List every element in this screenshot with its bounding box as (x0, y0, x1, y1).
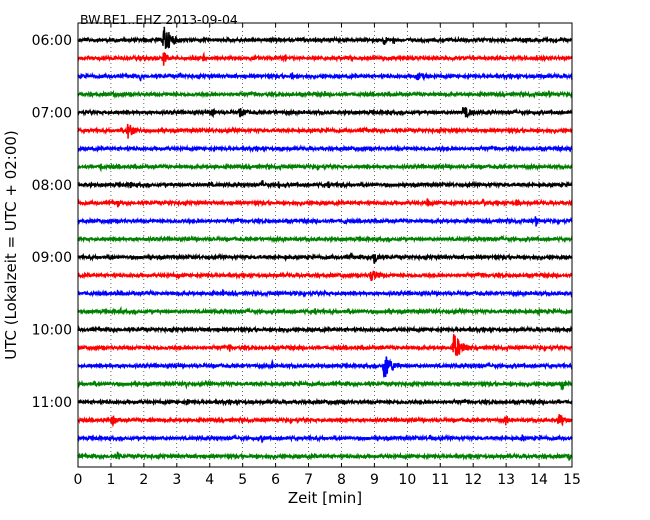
y-tick-label: 10:00 (32, 323, 72, 339)
plot-frame (77, 22, 573, 468)
x-tick-label: 5 (238, 472, 247, 488)
y-axis-label: UTC (Lokalzeit = UTC + 02:00) (2, 130, 20, 360)
trace-07:45 (77, 162, 573, 173)
trace-11:30 (77, 433, 573, 444)
trace-06:15 (77, 51, 573, 66)
trace-10:30 (77, 356, 573, 378)
trace-07:15 (77, 123, 573, 139)
trace-06:00 (77, 26, 573, 50)
chart-title: BW.BE1..EHZ 2013-09-04 (80, 12, 238, 27)
x-tick-label: 6 (271, 472, 280, 488)
x-tick-label: 9 (370, 472, 379, 488)
x-tick-label: 2 (139, 472, 148, 488)
x-tick-label: 4 (205, 472, 214, 488)
x-tick-label: 10 (398, 472, 416, 488)
trace-08:45 (77, 234, 573, 244)
trace-11:45 (77, 451, 573, 461)
trace-07:30 (77, 144, 573, 154)
x-tick-label: 7 (304, 472, 313, 488)
trace-09:45 (77, 305, 573, 318)
x-tick-label: 15 (563, 472, 581, 488)
trace-08:30 (77, 216, 573, 227)
y-tick-label: 08:00 (32, 178, 72, 194)
trace-10:45 (77, 379, 573, 391)
y-tick-label: 09:00 (32, 250, 72, 266)
y-tick-label: 07:00 (32, 105, 72, 121)
trace-11:15 (77, 414, 573, 428)
trace-lines (77, 26, 573, 461)
trace-09:30 (77, 288, 573, 299)
x-axis-label: Zeit [min] (288, 489, 362, 507)
trace-10:00 (77, 325, 573, 335)
y-tick-label: 11:00 (32, 395, 72, 411)
x-tick-label: 8 (337, 472, 346, 488)
trace-11:00 (77, 397, 573, 407)
trace-06:45 (77, 89, 573, 99)
trace-06:30 (77, 71, 573, 82)
trace-09:15 (77, 270, 573, 281)
trace-07:00 (77, 107, 573, 119)
trace-08:15 (77, 198, 573, 208)
trace-10:15 (77, 334, 573, 356)
x-tick-label: 1 (106, 472, 115, 488)
x-tick-label: 0 (74, 472, 83, 488)
y-tick-label: 06:00 (32, 33, 72, 49)
axis-ticks: 0 1 2 3 4 5 6 7 8 9 10 11 12 13 14 1506:0007:0008:0009:… (32, 23, 581, 488)
trace-09:00 (77, 251, 573, 264)
x-tick-label: 12 (464, 472, 482, 488)
x-tick-label: 13 (497, 472, 515, 488)
x-tick-label: 11 (431, 472, 449, 488)
x-tick-label: 3 (172, 472, 181, 488)
trace-08:00 (77, 180, 573, 190)
x-tick-label: 14 (530, 472, 548, 488)
